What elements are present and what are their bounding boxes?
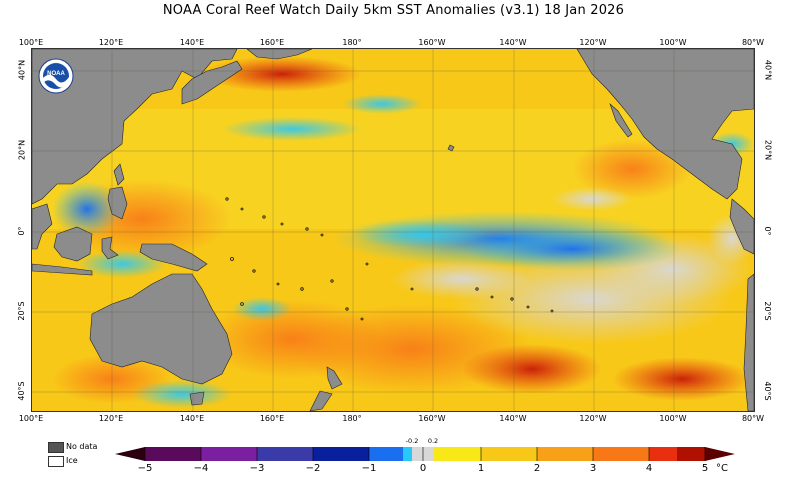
noaa-logo-text: NOAA — [47, 71, 65, 77]
land-philippines — [107, 163, 128, 220]
ice-swatch — [48, 456, 64, 467]
map-title: NOAA Coral Reef Watch Daily 5km SST Anom… — [162, 3, 625, 18]
colorbar-tick: 2 — [533, 463, 541, 474]
lon-label-bottom: 140°E — [179, 414, 205, 423]
land-java — [32, 263, 93, 276]
ice-label: Ice — [66, 456, 78, 465]
lat-label-right: 20°N — [763, 139, 773, 161]
colorbar-tick: −4 — [193, 463, 209, 474]
lat-label-right: 0° — [763, 226, 773, 236]
lon-label-bottom: 80°W — [741, 414, 765, 423]
colorbar-unit: °C — [716, 463, 728, 474]
no-data-swatch — [48, 442, 64, 453]
land-borneo — [53, 226, 93, 262]
lon-label-bottom: 120°W — [579, 414, 607, 423]
cold-tongue — [462, 227, 682, 271]
lon-label-top: 180° — [342, 38, 362, 47]
land-new-guinea — [139, 243, 208, 272]
land-indochina — [32, 203, 53, 250]
neutral-anomaly — [392, 259, 532, 299]
lat-label-right: 40°N — [763, 59, 773, 81]
colorbar-tick: 4 — [645, 463, 653, 474]
land-south-america — [743, 273, 754, 411]
hot-anomaly — [462, 344, 602, 394]
noaa-logo: NOAA — [38, 58, 74, 94]
cold-patch — [52, 181, 122, 237]
lat-label-left: 20°N — [17, 139, 27, 161]
lon-label-top: 120°E — [98, 38, 124, 47]
land-tasmania — [189, 391, 205, 406]
cold-patch — [222, 117, 362, 141]
cold-patch — [77, 250, 167, 278]
cold-tongue — [352, 220, 492, 248]
lon-label-top: 120°W — [579, 38, 607, 47]
cold-patch — [132, 380, 232, 408]
lon-label-bottom: 160°E — [259, 414, 285, 423]
lon-label-top: 160°W — [418, 38, 446, 47]
lon-label-top: 140°W — [499, 38, 527, 47]
colorbar-tick: −1 — [361, 463, 377, 474]
lat-label-right: 40°S — [763, 381, 773, 401]
colorbar-tick: 5 — [701, 463, 709, 474]
colorbar-tick: 0 — [419, 463, 427, 474]
lon-label-bottom: 140°W — [499, 414, 527, 423]
colorbar-tick: −3 — [249, 463, 265, 474]
land-russia — [246, 49, 313, 60]
land-japan — [181, 60, 243, 105]
lat-label-right: 20°S — [763, 301, 773, 321]
neutral-anomaly — [552, 187, 632, 211]
hot-anomaly — [202, 56, 362, 92]
lon-label-top: 100°E — [18, 38, 44, 47]
cold-patch — [342, 94, 422, 114]
lat-label-left: 20°S — [17, 301, 27, 321]
sst-anomaly-map[interactable]: NOAA — [31, 48, 755, 412]
lon-label-bottom: 120°E — [98, 414, 124, 423]
lat-label-left: 0° — [17, 226, 27, 236]
hot-anomaly — [612, 357, 752, 401]
colorbar-tick: 3 — [589, 463, 597, 474]
colorbar-small-tick: 0.2 — [427, 437, 439, 445]
lon-label-top: 140°E — [179, 38, 205, 47]
land-australia — [89, 273, 233, 385]
cold-patch — [232, 297, 292, 321]
lon-label-top: 160°E — [259, 38, 285, 47]
lon-label-bottom: 160°W — [418, 414, 446, 423]
no-data-label: No data — [66, 442, 98, 451]
lon-label-top: 100°W — [659, 38, 687, 47]
lon-label-bottom: 100°E — [18, 414, 44, 423]
land-new-zealand — [309, 366, 343, 411]
lon-label-bottom: 180° — [342, 414, 362, 423]
colorbar-tick: −2 — [305, 463, 321, 474]
land-central-america — [729, 198, 754, 255]
lat-label-left: 40°S — [17, 381, 27, 401]
colorbar-tick: 1 — [477, 463, 485, 474]
lon-label-bottom: 100°W — [659, 414, 687, 423]
graticule — [32, 49, 754, 411]
colorbar-tick: −5 — [137, 463, 153, 474]
lon-label-top: 80°W — [741, 38, 765, 47]
lat-label-left: 40°N — [17, 59, 27, 81]
land-asia — [32, 49, 238, 205]
colorbar-small-tick: -0.2 — [405, 437, 419, 445]
colorbar — [115, 447, 735, 461]
warm-anomaly — [572, 139, 692, 199]
land-north-america — [576, 49, 754, 200]
pacific-islands — [225, 197, 554, 321]
land-baja — [609, 103, 633, 138]
